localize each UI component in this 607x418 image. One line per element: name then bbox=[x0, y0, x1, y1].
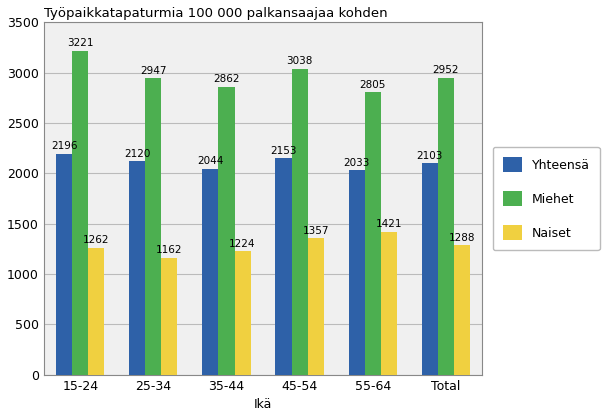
Bar bbox=[422, 163, 438, 375]
Text: 2103: 2103 bbox=[416, 150, 443, 161]
Bar bbox=[454, 245, 470, 375]
Bar bbox=[348, 170, 365, 375]
Text: 3221: 3221 bbox=[67, 38, 93, 48]
Bar bbox=[381, 232, 397, 375]
Text: 2862: 2862 bbox=[213, 74, 240, 84]
X-axis label: Ikä: Ikä bbox=[254, 398, 272, 411]
Bar bbox=[129, 161, 145, 375]
Text: 2947: 2947 bbox=[140, 66, 166, 76]
Text: 2952: 2952 bbox=[433, 65, 459, 75]
Text: 1262: 1262 bbox=[83, 235, 110, 245]
Text: 2196: 2196 bbox=[51, 141, 78, 151]
Bar bbox=[438, 78, 454, 375]
Text: 2033: 2033 bbox=[344, 158, 370, 168]
Text: 1288: 1288 bbox=[449, 232, 475, 242]
Text: 1421: 1421 bbox=[376, 219, 402, 229]
Bar bbox=[56, 154, 72, 375]
Bar bbox=[202, 169, 219, 375]
Text: 1162: 1162 bbox=[156, 245, 183, 255]
Bar bbox=[365, 92, 381, 375]
Bar bbox=[234, 252, 251, 375]
Bar bbox=[291, 69, 308, 375]
Bar bbox=[219, 87, 234, 375]
Text: 1357: 1357 bbox=[302, 226, 329, 236]
Text: 2153: 2153 bbox=[270, 145, 297, 155]
Legend: Yhteensä, Miehet, Naiset: Yhteensä, Miehet, Naiset bbox=[493, 147, 600, 250]
Text: 3038: 3038 bbox=[287, 56, 313, 66]
Text: Työpaikkatapaturmia 100 000 palkansaajaa kohden: Työpaikkatapaturmia 100 000 palkansaajaa… bbox=[44, 7, 387, 20]
Bar bbox=[88, 248, 104, 375]
Bar bbox=[145, 78, 161, 375]
Bar bbox=[308, 238, 324, 375]
Bar bbox=[276, 158, 291, 375]
Text: 2805: 2805 bbox=[359, 80, 386, 90]
Text: 2120: 2120 bbox=[124, 149, 151, 159]
Text: 2044: 2044 bbox=[197, 156, 223, 166]
Bar bbox=[72, 51, 88, 375]
Bar bbox=[161, 258, 177, 375]
Text: 1224: 1224 bbox=[229, 239, 256, 249]
